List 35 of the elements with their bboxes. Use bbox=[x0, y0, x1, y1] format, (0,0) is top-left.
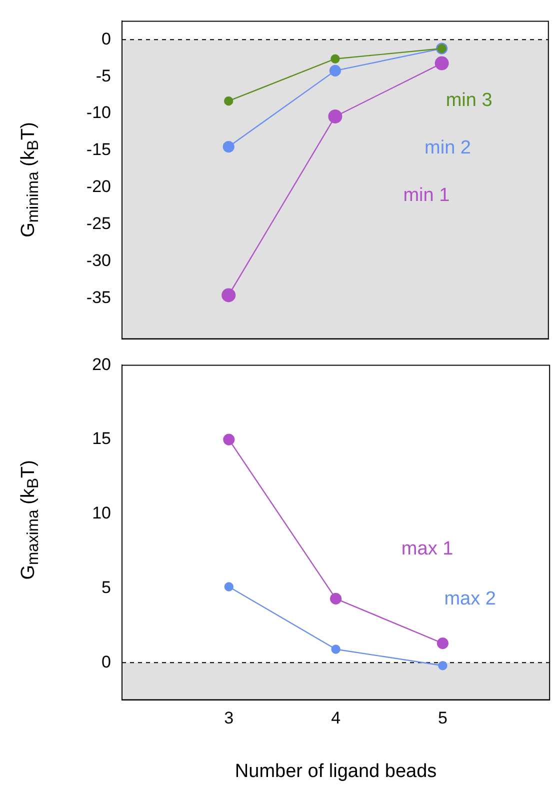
point bbox=[328, 109, 342, 124]
y-tick-label: 5 bbox=[102, 578, 111, 597]
y-tick-label: -15 bbox=[86, 140, 111, 160]
y-tick-label: -20 bbox=[86, 177, 111, 196]
text: max 2 bbox=[444, 588, 496, 610]
y-tick-label: -10 bbox=[86, 103, 111, 122]
point bbox=[330, 592, 342, 604]
y-tick-label: 0 bbox=[102, 652, 111, 672]
y-tick-label: -30 bbox=[86, 250, 111, 270]
point bbox=[438, 660, 448, 670]
y-tick-label: 10 bbox=[92, 504, 111, 523]
series-label: min 3 bbox=[446, 90, 492, 111]
y-tick-label: 0 bbox=[102, 29, 111, 48]
point bbox=[224, 96, 234, 106]
point bbox=[331, 644, 340, 654]
x-tick-label: 4 bbox=[331, 708, 341, 728]
y-tick-label: 15 bbox=[92, 429, 111, 448]
point bbox=[436, 637, 448, 650]
point bbox=[329, 64, 341, 76]
text: min 2 bbox=[424, 137, 472, 158]
point bbox=[434, 56, 449, 70]
y-tick-label: -35 bbox=[86, 288, 111, 307]
point bbox=[222, 288, 236, 302]
text: max 1 bbox=[401, 538, 454, 560]
y-tick-label: 20 bbox=[92, 354, 111, 374]
y-tick-label: -25 bbox=[86, 214, 111, 234]
point bbox=[330, 54, 340, 64]
point bbox=[222, 140, 234, 153]
x-tick-label: 5 bbox=[438, 708, 448, 728]
x-axis-title: Number of ligand beads bbox=[234, 760, 437, 782]
text: min 1 bbox=[403, 185, 450, 206]
x-tick-label: 3 bbox=[224, 708, 234, 728]
point bbox=[224, 582, 234, 592]
y-tick-label: -5 bbox=[96, 66, 111, 86]
point bbox=[223, 434, 235, 446]
